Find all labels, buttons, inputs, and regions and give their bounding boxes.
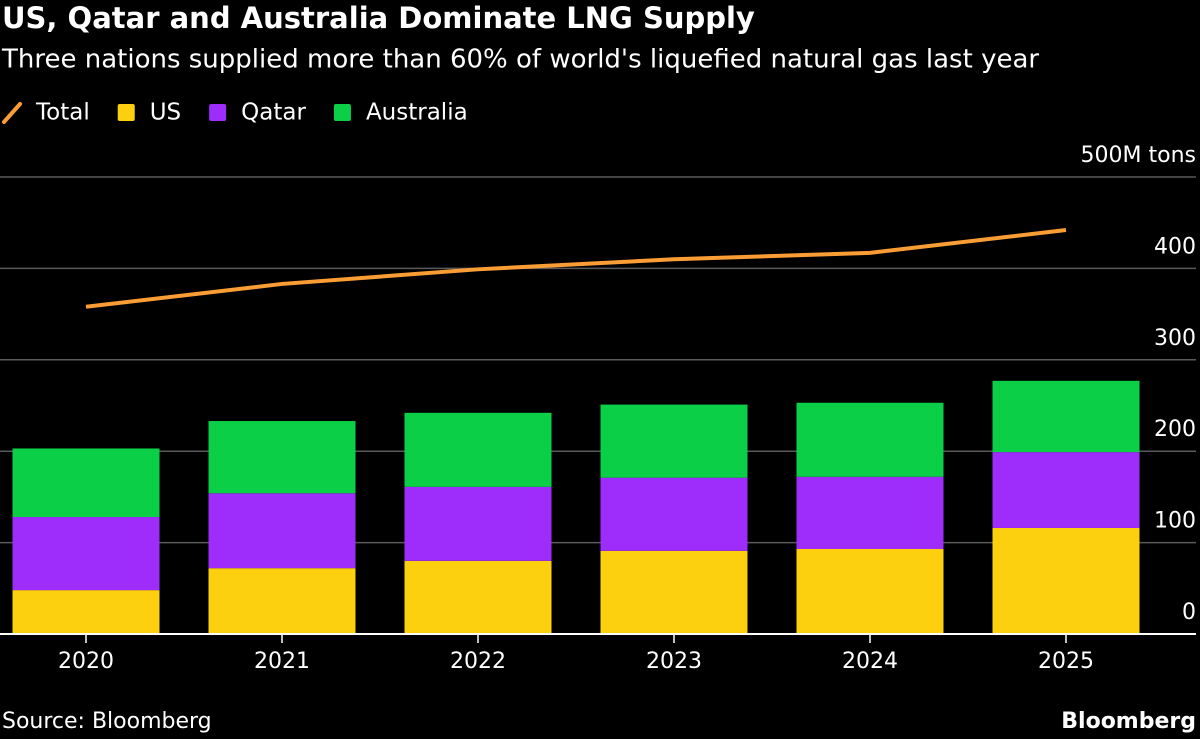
legend-label: Qatar (241, 100, 306, 126)
bar (208, 421, 356, 494)
source: Source: Bloomberg (2, 709, 212, 734)
line (85, 228, 1067, 309)
bar (796, 548, 944, 634)
bar (992, 452, 1140, 528)
bar (796, 402, 944, 477)
x-tick-label: 2025 (1038, 649, 1094, 674)
bar (992, 527, 1140, 634)
legend-swatch (209, 104, 227, 121)
bar (208, 493, 356, 569)
bar (992, 380, 1140, 453)
y-tick-label: 400 (1154, 234, 1196, 259)
x-tick-label: 2020 (58, 649, 114, 674)
bar (404, 560, 552, 634)
y-tick-label: 0 (1182, 600, 1196, 625)
bar (600, 404, 748, 478)
bar (600, 477, 748, 551)
bar (12, 448, 160, 518)
legend-label: Australia (366, 100, 468, 126)
brand: Bloomberg (1061, 709, 1196, 734)
chart-title: US, Qatar and Australia Dominate LNG Sup… (2, 1, 755, 35)
legend-swatch (117, 104, 135, 121)
legend-label: Total (35, 100, 90, 126)
x-tick-label: 2023 (646, 649, 702, 674)
bar (208, 568, 356, 634)
legend-label: US (150, 100, 181, 126)
y-tick-label: 200 (1154, 417, 1196, 442)
bar (796, 476, 944, 549)
bar (600, 550, 748, 634)
y-tick-label: 300 (1154, 326, 1196, 351)
bar (404, 486, 552, 561)
chart-subtitle: Three nations supplied more than 60% of … (1, 45, 1039, 75)
x-tick-label: 2021 (254, 649, 310, 674)
bar (404, 412, 552, 487)
legend-swatch (333, 104, 351, 121)
bar (12, 517, 160, 591)
legend-swatch (2, 102, 22, 124)
x-tick-label: 2024 (842, 649, 898, 674)
y-tick-label: 100 (1154, 509, 1196, 534)
x-tick-label: 2022 (450, 649, 506, 674)
y-tick-label: 500M tons (1081, 143, 1196, 168)
bar (12, 590, 160, 634)
